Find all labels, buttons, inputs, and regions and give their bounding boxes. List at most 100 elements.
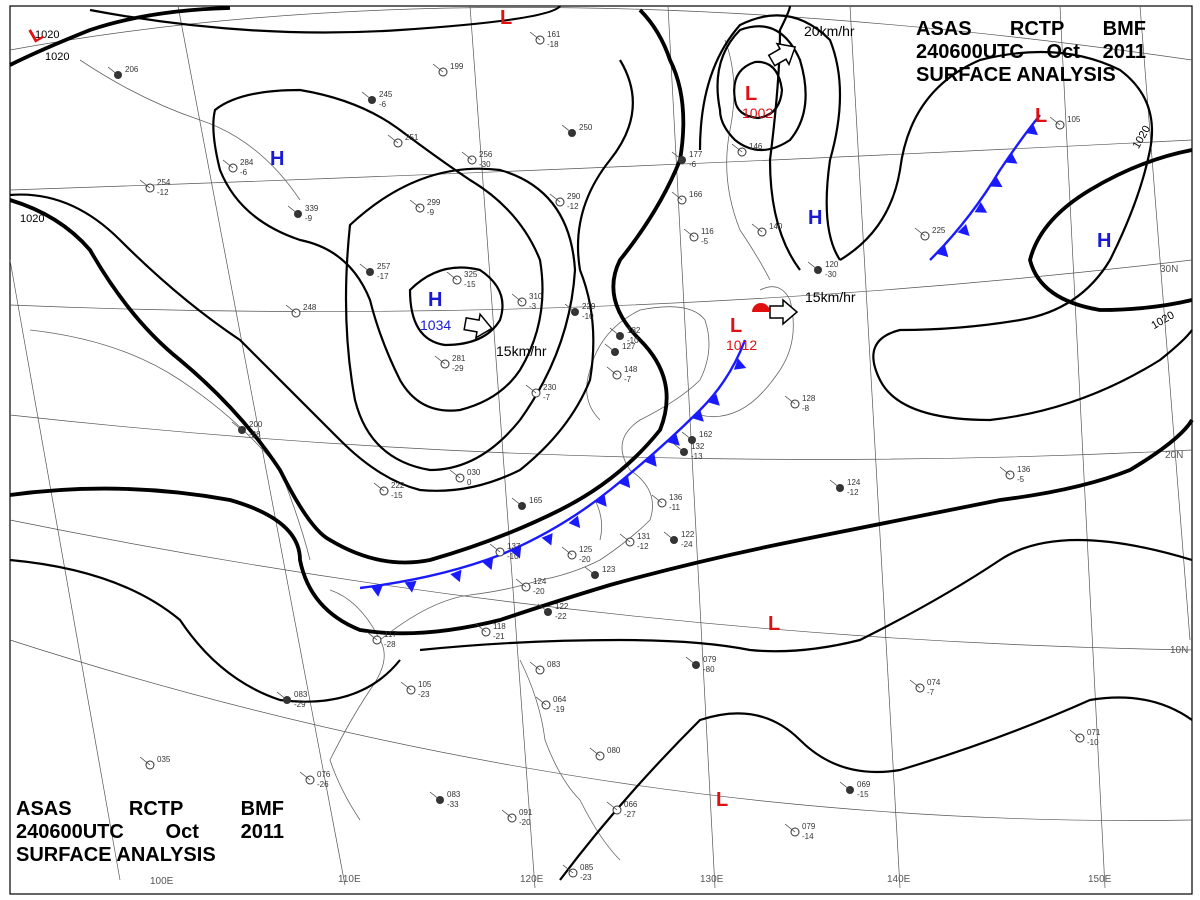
station-plot: 122-22 xyxy=(537,602,569,621)
station-tendency: -9 xyxy=(427,208,435,217)
coast-interior xyxy=(29,329,311,561)
header-time: 240600UTC xyxy=(916,41,1024,63)
station-tendency: -20 xyxy=(519,818,531,827)
cold-fronts xyxy=(359,114,1041,597)
wind-barb xyxy=(107,66,119,76)
isobar-1020-main xyxy=(9,8,686,565)
header-code: BMF xyxy=(1102,18,1146,40)
lon-label-150e: 150E xyxy=(1088,874,1112,885)
station-plot: 127 xyxy=(604,342,636,356)
wind-barb xyxy=(461,151,473,161)
wind-barb xyxy=(529,31,541,41)
parallel-50n xyxy=(9,7,1193,61)
wind-barb xyxy=(432,63,444,73)
wind-barb xyxy=(562,864,574,874)
station-plot: 069-15 xyxy=(839,780,871,799)
isobar-1010-w xyxy=(9,558,401,703)
low-value: 1012 xyxy=(726,337,757,353)
warm-front-semicircle xyxy=(752,303,770,312)
station-plot: 200-28 xyxy=(231,420,263,439)
motion-arrow xyxy=(463,312,493,340)
station-pressure: 079 xyxy=(802,822,816,831)
isobar-label: 1020 xyxy=(20,213,44,225)
motion-arrow xyxy=(769,298,799,326)
station-tendency: -24 xyxy=(681,540,693,549)
station-pressure: 091 xyxy=(519,808,533,817)
map-frame xyxy=(9,5,1193,895)
wind-barb xyxy=(475,623,487,633)
station-pressure: 132 xyxy=(691,442,705,451)
station-plot: 148-7 xyxy=(606,365,638,384)
station-pressure: 083 xyxy=(294,690,308,699)
station-tendency: -5 xyxy=(1017,475,1025,484)
wind-barb xyxy=(604,343,616,353)
lon-label-110e: 110E xyxy=(338,874,361,885)
wind-barb xyxy=(784,823,796,833)
cold-front-triangle xyxy=(957,223,970,236)
isobar-1020-east xyxy=(1028,148,1193,312)
station-plot: 035 xyxy=(139,755,171,770)
station-pressure: 136 xyxy=(669,493,683,502)
station-pressure: 105 xyxy=(418,680,432,689)
station-tendency: -5 xyxy=(701,237,709,246)
front-triangles-main xyxy=(370,358,747,597)
wind-barb xyxy=(673,443,685,453)
wind-barb xyxy=(1049,116,1061,126)
station-pressure: 066 xyxy=(624,800,638,809)
movement-arrows: 15km/hr 20km/hr 15km/hr xyxy=(463,23,856,359)
wind-barb xyxy=(609,327,621,337)
wind-barb xyxy=(285,304,297,314)
station-pressure: 257 xyxy=(377,262,391,271)
station-plot: 083-29 xyxy=(276,690,308,709)
station-tendency: -26 xyxy=(317,780,329,789)
station-tendency: -10 xyxy=(582,312,594,321)
wind-barb xyxy=(501,809,513,819)
lat-label-30n: 30N xyxy=(1160,264,1178,275)
wind-barb xyxy=(299,771,311,781)
wind-barb xyxy=(489,543,501,553)
station-tendency: -12 xyxy=(567,202,579,211)
station-plot: 299-9 xyxy=(409,198,441,217)
station-pressure: 123 xyxy=(602,565,616,574)
high-center: H xyxy=(1097,230,1111,252)
station-pressure: 229 xyxy=(582,302,596,311)
wind-barb xyxy=(387,134,399,144)
wind-barb xyxy=(681,431,693,441)
cold-front-triangle xyxy=(990,176,1003,188)
station-pressure: 199 xyxy=(450,62,464,71)
low-center: L xyxy=(1035,105,1047,127)
wind-barb xyxy=(619,533,631,543)
motion-label: 15km/hr xyxy=(496,343,547,359)
station-plot: 083 xyxy=(529,660,561,675)
wind-barb xyxy=(561,124,573,134)
station-tendency: -33 xyxy=(447,800,459,809)
isobars xyxy=(9,5,1194,881)
station-plot: 199 xyxy=(432,62,464,77)
wind-barb xyxy=(231,421,243,431)
wind-barb xyxy=(511,497,523,507)
wind-barb xyxy=(276,691,288,701)
motion-label: 20km/hr xyxy=(804,23,855,39)
station-pressure: 118 xyxy=(493,622,506,631)
wind-barb xyxy=(373,482,385,492)
station-pressure: 206 xyxy=(125,65,139,74)
station-plot: 222-15 xyxy=(373,481,405,500)
header-title: SURFACE ANALYSIS xyxy=(916,64,1116,86)
station-tendency: -10 xyxy=(627,336,639,345)
station-tendency: -8 xyxy=(802,404,810,413)
wind-barb xyxy=(839,781,851,791)
coast-indochina xyxy=(329,589,385,821)
station-pressure: 076 xyxy=(317,770,331,779)
cold-front-triangle xyxy=(974,201,988,213)
coast-north xyxy=(79,59,301,201)
station-plot: 140 xyxy=(751,222,783,237)
station-plot: 251 xyxy=(387,133,419,148)
wind-barb xyxy=(139,179,151,189)
wind-barb xyxy=(515,578,527,588)
station-plot: 136-11 xyxy=(651,493,683,512)
station-plot: 161-18 xyxy=(529,30,561,49)
station-tendency: -12 xyxy=(157,188,169,197)
isobar-japan-east xyxy=(768,5,801,271)
meridian-130e xyxy=(667,5,716,889)
isobar-low-1002 xyxy=(733,60,784,120)
